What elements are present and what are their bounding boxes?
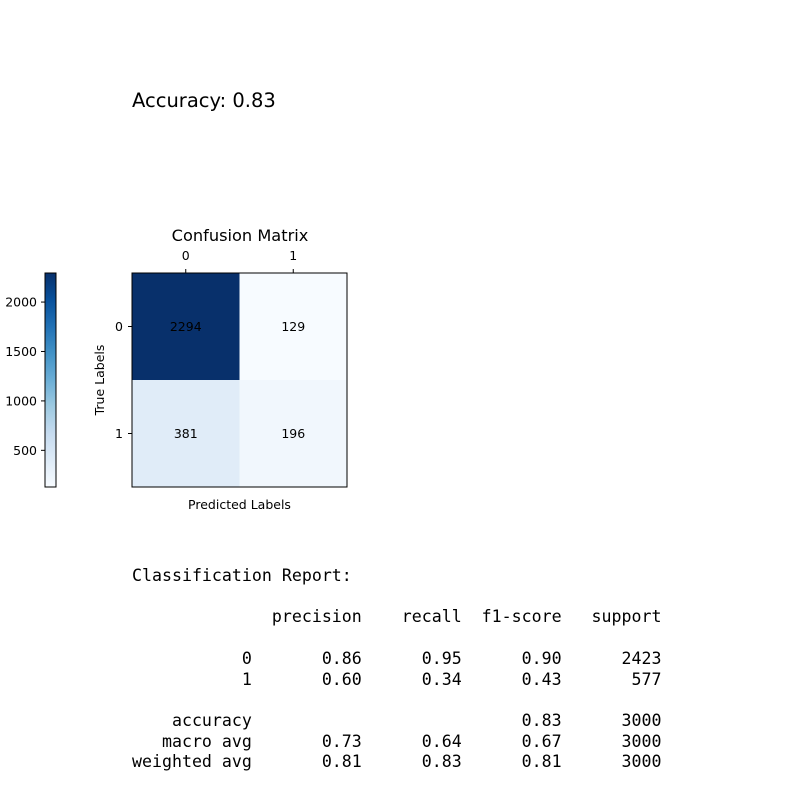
heatmap-cell-1-0 [132,380,240,487]
accuracy-text: Accuracy: 0.83 [132,89,276,112]
heatmap: 2294 129 381 196 [132,273,347,487]
y-tick-label: 0 [115,319,123,334]
x-tick-label: 0 [182,248,190,263]
colorbar-gradient [44,272,57,488]
cell-value-1-1: 196 [281,426,305,441]
colorbar-tick-label: 1500 [5,344,37,359]
heatmap-cell-0-0 [132,273,240,380]
cell-value-0-0: 2294 [170,319,202,334]
y-ticks: 01 [115,319,132,441]
x-axis-label: Predicted Labels [188,497,291,512]
colorbar-tick-label: 1000 [5,393,37,408]
x-tick-label: 1 [289,248,297,263]
chart-title: Confusion Matrix [172,226,309,245]
colorbar: 500 1000 1500 2000 [5,272,57,488]
heatmap-frame [131,272,348,488]
heatmap-cell-1-1 [239,380,347,487]
y-axis-label: True Labels [92,345,107,417]
y-tick-label: 1 [115,426,123,441]
heatmap-cell-0-1 [239,273,347,380]
colorbar-tick-label: 2000 [5,295,37,310]
classification-report: Classification Report: precision recall … [132,566,662,772]
colorbar-tick-label: 500 [13,443,37,458]
cell-value-1-0: 381 [174,426,198,441]
colorbar-ticks: 500 1000 1500 2000 [5,295,45,458]
cell-value-0-1: 129 [281,319,305,334]
